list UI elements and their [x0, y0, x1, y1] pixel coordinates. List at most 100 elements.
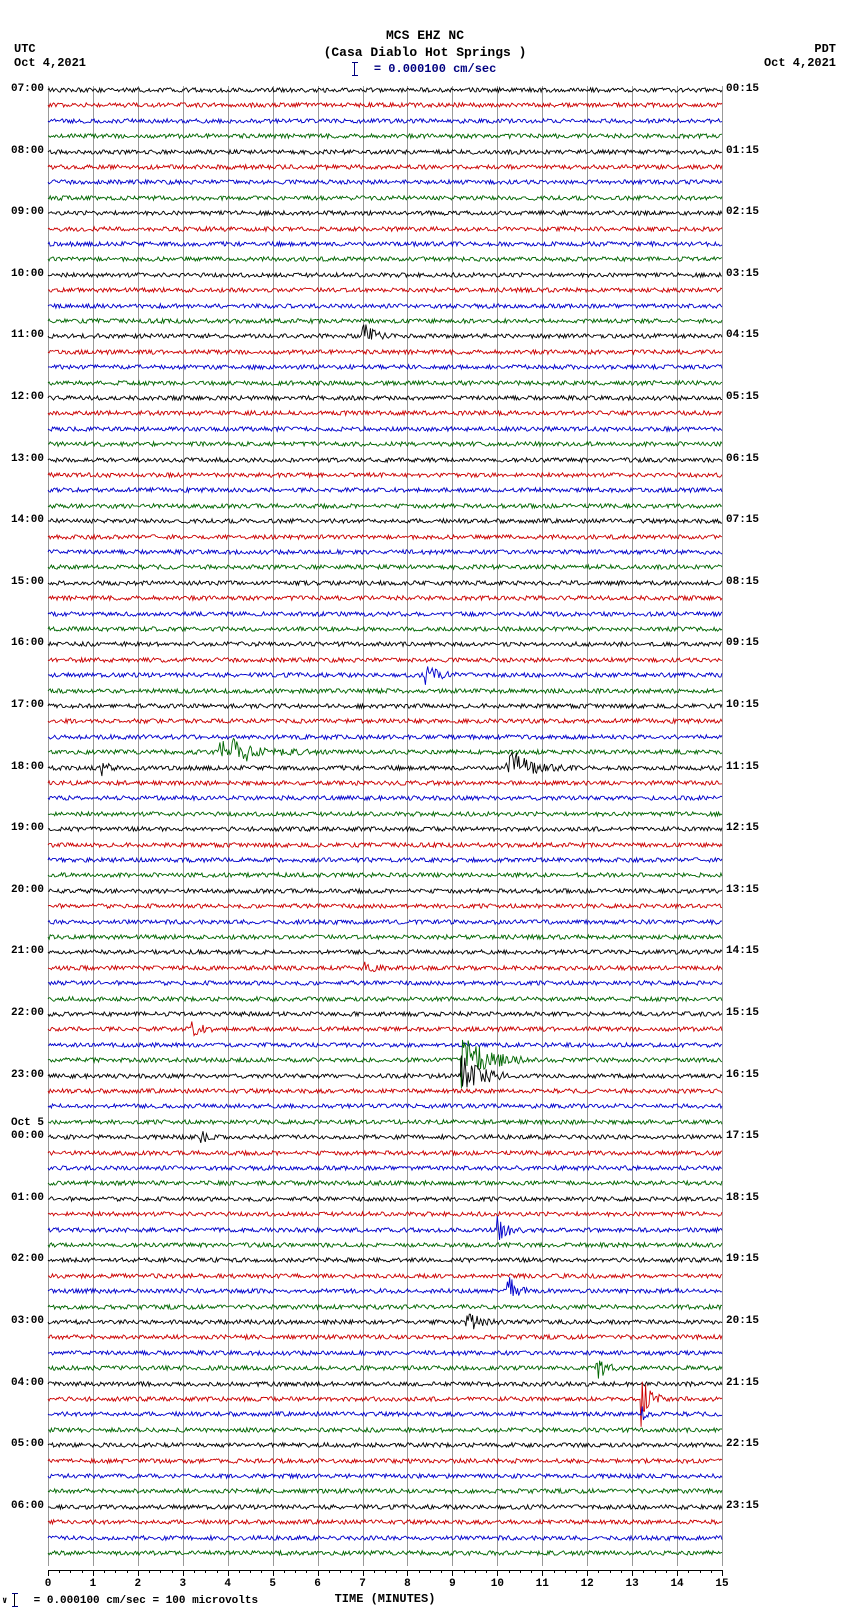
x-tick-minor [520, 1570, 521, 1573]
x-tick-minor [700, 1570, 701, 1573]
x-tick-minor [351, 1570, 352, 1573]
x-tick-minor [172, 1570, 173, 1573]
x-tick-minor [82, 1570, 83, 1573]
x-tick-label: 12 [581, 1578, 594, 1590]
x-tick-label: 14 [670, 1578, 683, 1590]
time-label-right: 21:15 [726, 1377, 759, 1389]
x-tick-minor [149, 1570, 150, 1573]
x-tick-minor [531, 1570, 532, 1573]
x-tick-label: 3 [179, 1578, 186, 1590]
time-label-right: 09:15 [726, 637, 759, 649]
x-tick [677, 1570, 678, 1576]
time-label-left: 15:00 [11, 576, 44, 588]
x-tick-minor [374, 1570, 375, 1573]
x-tick-label: 7 [359, 1578, 366, 1590]
x-tick [318, 1570, 319, 1576]
x-tick-minor [284, 1570, 285, 1573]
x-tick-minor [194, 1570, 195, 1573]
x-tick-label: 2 [135, 1578, 142, 1590]
x-tick-minor [127, 1570, 128, 1573]
x-tick [228, 1570, 229, 1576]
x-tick-minor [430, 1570, 431, 1573]
time-label-left: 22:00 [11, 1007, 44, 1019]
tz-right-date: Oct 4,2021 [764, 56, 836, 70]
x-tick-label: 5 [269, 1578, 276, 1590]
x-tick [273, 1570, 274, 1576]
time-label-right: 04:15 [726, 329, 759, 341]
time-label-left: 04:00 [11, 1377, 44, 1389]
title-line1: MCS EHZ NC [0, 28, 850, 43]
seismogram-container: MCS EHZ NC (Casa Diablo Hot Springs ) = … [0, 0, 850, 1613]
x-tick-minor [688, 1570, 689, 1573]
x-tick [587, 1570, 588, 1576]
time-label-left: 12:00 [11, 391, 44, 403]
time-label-left: 14:00 [11, 514, 44, 526]
time-label-left: 08:00 [11, 145, 44, 157]
time-label-left: 19:00 [11, 822, 44, 834]
time-label-right: 14:15 [726, 945, 759, 957]
time-label-left: 07:00 [11, 83, 44, 95]
x-tick-minor [385, 1570, 386, 1573]
time-label-right: 18:15 [726, 1192, 759, 1204]
time-label-left: 21:00 [11, 945, 44, 957]
time-label-left: 06:00 [11, 1500, 44, 1512]
time-label-right: 08:15 [726, 576, 759, 588]
day-break-label: Oct 5 [11, 1117, 44, 1129]
trace-line [48, 1533, 722, 1573]
time-label-left: 02:00 [11, 1253, 44, 1265]
time-label-right: 17:15 [726, 1130, 759, 1142]
x-tick-minor [160, 1570, 161, 1573]
time-label-left: 11:00 [11, 329, 44, 341]
x-tick-minor [666, 1570, 667, 1573]
time-label-left: 23:00 [11, 1069, 44, 1081]
time-label-right: 23:15 [726, 1500, 759, 1512]
x-tick-minor [70, 1570, 71, 1573]
time-label-left: 05:00 [11, 1438, 44, 1450]
time-label-right: 12:15 [726, 822, 759, 834]
time-label-right: 13:15 [726, 884, 759, 896]
time-label-right: 10:15 [726, 699, 759, 711]
x-tick-minor [250, 1570, 251, 1573]
x-tick-minor [643, 1570, 644, 1573]
tz-left-date: Oct 4,2021 [14, 56, 86, 70]
tz-left-label: UTC [14, 42, 86, 56]
time-label-left: 18:00 [11, 761, 44, 773]
trace-row [48, 1553, 722, 1568]
time-label-left: 10:00 [11, 268, 44, 280]
x-tick [497, 1570, 498, 1576]
chart-title: MCS EHZ NC (Casa Diablo Hot Springs ) [0, 28, 850, 60]
x-tick [93, 1570, 94, 1576]
time-label-left: 03:00 [11, 1315, 44, 1327]
time-label-right: 20:15 [726, 1315, 759, 1327]
x-tick-minor [576, 1570, 577, 1573]
x-tick-label: 4 [224, 1578, 231, 1590]
x-tick-minor [419, 1570, 420, 1573]
x-tick-minor [621, 1570, 622, 1573]
time-label-right: 11:15 [726, 761, 759, 773]
x-tick-label: 11 [536, 1578, 549, 1590]
x-tick-minor [554, 1570, 555, 1573]
time-label-right: 07:15 [726, 514, 759, 526]
time-label-left: 09:00 [11, 206, 44, 218]
time-label-left: 00:00 [11, 1130, 44, 1142]
footer-scale: ∨ = 0.000100 cm/sec = 100 microvolts [2, 1593, 258, 1607]
x-tick-label: 9 [449, 1578, 456, 1590]
x-tick [407, 1570, 408, 1576]
x-tick-minor [711, 1570, 712, 1573]
seismogram-plot: 07:0000:1508:0001:1509:0002:1510:0003:15… [48, 86, 722, 1566]
x-tick-minor [205, 1570, 206, 1573]
x-tick-label: 1 [90, 1578, 97, 1590]
x-tick-label: 6 [314, 1578, 321, 1590]
x-tick-minor [239, 1570, 240, 1573]
time-label-left: 16:00 [11, 637, 44, 649]
time-label-right: 15:15 [726, 1007, 759, 1019]
x-tick [363, 1570, 364, 1576]
x-tick [542, 1570, 543, 1576]
tz-right-label: PDT [764, 42, 836, 56]
time-label-right: 00:15 [726, 83, 759, 95]
time-label-right: 05:15 [726, 391, 759, 403]
gridline-v [722, 86, 723, 1566]
time-label-left: 20:00 [11, 884, 44, 896]
x-tick-minor [464, 1570, 465, 1573]
x-tick-minor [396, 1570, 397, 1573]
